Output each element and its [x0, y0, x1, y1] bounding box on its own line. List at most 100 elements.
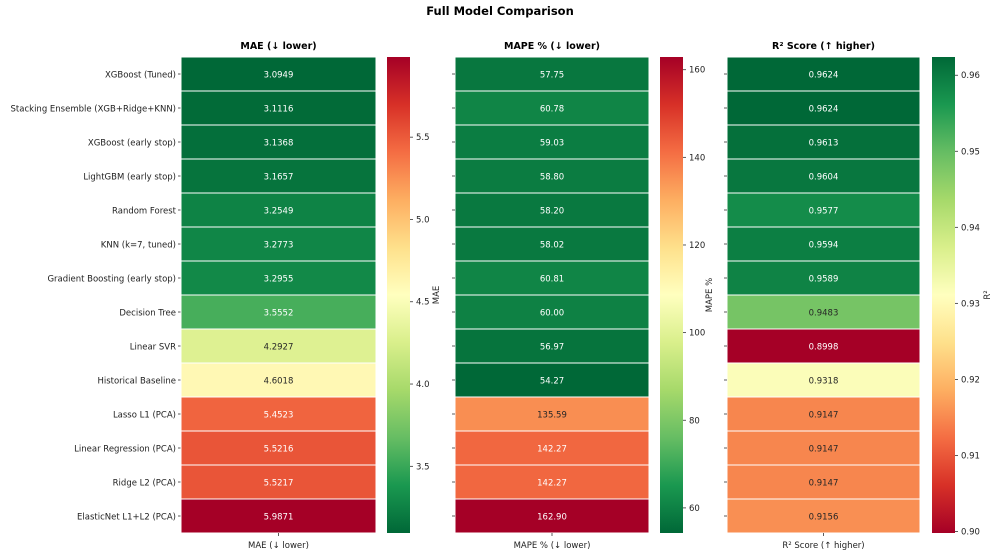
- cell-value-label: 4.2927: [264, 343, 294, 353]
- heatmap-panel: MAPE % (↓ lower) 57.75 60.78 59.03 58.80 58.2…: [452, 41, 715, 551]
- colorbar-tick-label: 5.0: [416, 215, 430, 225]
- heatmap-panels: MAE (↓ lower) 3.0949 3.1116 3.1368 3.1657 3.2…: [180, 41, 993, 551]
- heatmap-cell: [180, 294, 377, 330]
- cell-value-label: 0.9147: [809, 479, 839, 489]
- cell-value-label: 162.90: [537, 513, 567, 523]
- cell-value-label: 3.1116: [264, 105, 294, 115]
- cell-value-label: 60.78: [540, 105, 564, 115]
- heatmap-cell: [180, 124, 377, 160]
- cell-value-label: 0.9624: [809, 71, 839, 81]
- colorbar-tick-label: 0.93: [961, 299, 980, 309]
- cell-value-label: 58.20: [540, 207, 564, 217]
- colorbar-tick-label: 60: [689, 504, 700, 514]
- cell-value-label: 0.8998: [809, 343, 839, 353]
- heatmap-cell: [726, 498, 921, 534]
- colorbar-label: MAE: [432, 286, 442, 305]
- cell-value-label: 0.9147: [809, 411, 839, 421]
- x-axis-label: MAE (↓ lower): [248, 541, 309, 551]
- heatmap-cell: [726, 56, 921, 92]
- heatmap-cell: [180, 430, 377, 466]
- model-label: Historical Baseline: [97, 377, 176, 387]
- cell-value-label: 0.9589: [809, 275, 839, 285]
- heatmap-cell: [180, 226, 377, 262]
- colorbar-tick-label: 4.5: [416, 298, 430, 308]
- colorbar-tick-label: 160: [689, 66, 705, 76]
- colorbar-tick-label: 0.90: [961, 527, 980, 537]
- heatmap-cell: [454, 498, 650, 534]
- heatmap-cell: [726, 362, 921, 398]
- cell-value-label: 0.9604: [809, 173, 839, 183]
- colorbar-tick-label: 0.92: [961, 375, 980, 385]
- model-label: Stacking Ensemble (XGB+Ridge+KNN): [11, 105, 176, 115]
- cell-value-label: 142.27: [537, 479, 567, 489]
- colorbar-tick-label: 0.96: [961, 71, 980, 81]
- heatmap-cell: [454, 56, 650, 92]
- cell-value-label: 3.1368: [264, 139, 294, 149]
- x-axis-label: MAPE % (↓ lower): [514, 541, 591, 551]
- heatmap-cell: [180, 158, 377, 194]
- heatmap-cell: [726, 192, 921, 228]
- colorbar-tick-label: 80: [689, 416, 700, 426]
- heatmap-cell: [454, 226, 650, 262]
- cell-value-label: 0.9156: [809, 513, 839, 523]
- cell-value-label: 57.75: [540, 71, 564, 81]
- heatmap-cell: [726, 158, 921, 194]
- colorbar: [660, 57, 683, 533]
- cell-value-label: 135.59: [537, 411, 567, 421]
- cell-value-label: 0.9594: [809, 241, 839, 251]
- cell-value-label: 58.80: [540, 173, 564, 183]
- model-label: Linear Regression (PCA): [74, 445, 176, 455]
- heatmap-cell: [454, 158, 650, 194]
- model-label: Ridge L2 (PCA): [113, 479, 176, 489]
- model-label: ElasticNet L1+L2 (PCA): [77, 513, 176, 523]
- model-label: KNN (k=7, tuned): [101, 241, 176, 251]
- cell-value-label: 5.9871: [264, 513, 294, 523]
- cell-value-label: 0.9147: [809, 445, 839, 455]
- colorbar-tick-label: 5.5: [416, 133, 430, 143]
- heatmap-cell: [180, 328, 377, 364]
- cell-value-label: 3.2549: [264, 207, 294, 217]
- cell-value-label: 58.02: [540, 241, 564, 251]
- heatmap-cell: [454, 464, 650, 500]
- cell-value-label: 59.03: [540, 139, 564, 149]
- colorbar-tick-label: 3.5: [416, 462, 430, 472]
- cell-value-label: 0.9483: [809, 309, 839, 319]
- heatmap-cell: [726, 328, 921, 364]
- heatmap-cell: [454, 362, 650, 398]
- model-label: Linear SVR: [130, 343, 176, 353]
- model-label: XGBoost (early stop): [88, 139, 176, 149]
- cell-value-label: 3.0949: [264, 71, 294, 81]
- heatmap-cell: [726, 260, 921, 296]
- colorbar-label: R²: [983, 290, 993, 299]
- colorbar-tick-label: 140: [689, 153, 705, 163]
- heatmap-cell: [454, 396, 650, 432]
- cell-value-label: 0.9613: [809, 139, 839, 149]
- colorbar-tick-label: 0.94: [961, 223, 980, 233]
- model-label: LightGBM (early stop): [83, 173, 176, 183]
- heatmap-cell: [180, 56, 377, 92]
- colorbar-tick-label: 0.95: [961, 147, 980, 157]
- heatmap-cell: [726, 464, 921, 500]
- heatmap-panel: MAE (↓ lower) 3.0949 3.1116 3.1368 3.1657 3.2…: [180, 41, 442, 551]
- cell-value-label: 5.4523: [264, 411, 294, 421]
- cell-value-label: 4.6018: [264, 377, 294, 387]
- model-label: Gradient Boosting (early stop): [47, 275, 176, 285]
- model-label: XGBoost (Tuned): [105, 71, 176, 81]
- colorbar: [387, 57, 410, 533]
- colorbar-tick-label: 0.91: [961, 451, 980, 461]
- panel-title: MAPE % (↓ lower): [504, 41, 600, 52]
- cell-value-label: 60.81: [540, 275, 564, 285]
- heatmap-panel: R² Score (↑ higher) 0.9624 0.9624 0.9613 0.9…: [724, 41, 993, 551]
- model-label: Lasso L1 (PCA): [113, 411, 176, 421]
- cell-value-label: 56.97: [540, 343, 564, 353]
- cell-value-label: 3.2955: [264, 275, 294, 285]
- panel-title: MAE (↓ lower): [240, 41, 316, 52]
- colorbar-tick-label: 100: [689, 329, 705, 339]
- cell-value-label: 0.9577: [809, 207, 839, 217]
- cell-value-label: 3.5552: [264, 309, 294, 319]
- heatmap-cell: [180, 396, 377, 432]
- heatmap-cell: [180, 362, 377, 398]
- cell-value-label: 3.2773: [264, 241, 294, 251]
- x-axis-label: R² Score (↑ higher): [782, 541, 864, 551]
